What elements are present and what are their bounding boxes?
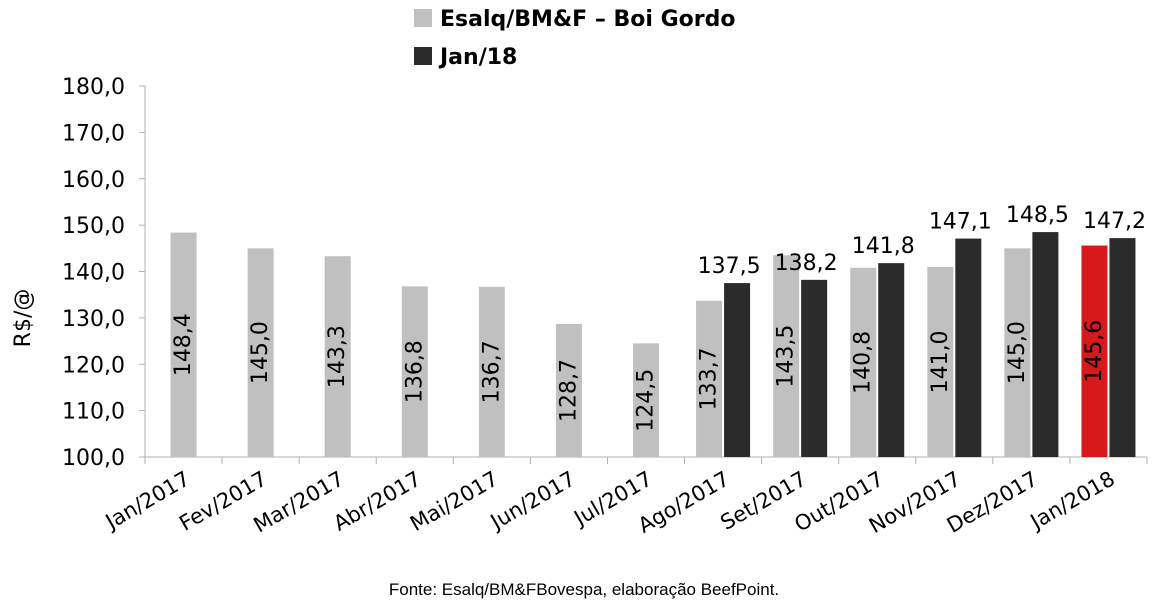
data-labels: 148,4 145,0 143,3 136,8 136,7 128,7 124,5 133,7… xyxy=(171,203,1146,432)
data-label-series0-7: 133,7 xyxy=(697,347,722,410)
bar-series0-8 xyxy=(773,255,800,457)
bar-series0-9 xyxy=(850,267,877,457)
data-label-series1-9: 141,8 xyxy=(852,234,915,259)
bar-series0-6 xyxy=(633,343,659,457)
legend-swatch-1 xyxy=(414,47,432,65)
data-label-series1-7: 137,5 xyxy=(698,254,761,279)
data-label-series0-5: 128,7 xyxy=(556,359,581,422)
y-tick-label: 160,0 xyxy=(62,168,125,193)
data-label-series1-11: 148,5 xyxy=(1006,203,1069,228)
data-label-series0-2: 143,3 xyxy=(325,325,350,388)
bar-series1-12 xyxy=(1109,238,1136,457)
y-tick-label: 180,0 xyxy=(62,75,125,100)
y-tick-label: 140,0 xyxy=(62,261,125,286)
y-tick-label: 150,0 xyxy=(62,214,125,239)
x-tick-label: Mai/2017 xyxy=(406,467,502,536)
legend-label-0: Esalq/BM&F – Boi Gordo xyxy=(440,7,735,32)
data-label-series0-10: 141,0 xyxy=(928,330,953,393)
y-tick-label: 100,0 xyxy=(62,446,125,471)
bar-series0-7 xyxy=(696,300,723,457)
bar-series0-5 xyxy=(555,323,582,457)
data-label-series0-0: 148,4 xyxy=(171,313,196,376)
bar-series0-2 xyxy=(324,256,351,457)
bars xyxy=(170,232,1136,457)
data-label-series0-6: 124,5 xyxy=(634,369,659,432)
data-label-series1-10: 147,1 xyxy=(929,210,992,235)
bar-series0-11 xyxy=(1004,248,1031,457)
data-label-series0-11: 145,0 xyxy=(1005,321,1030,384)
bar-series1-11 xyxy=(1032,232,1059,457)
y-tick-label: 170,0 xyxy=(62,121,125,146)
x-tick-label: Jun/2017 xyxy=(485,467,580,535)
y-tick-label: 120,0 xyxy=(62,353,125,378)
data-label-series1-12: 147,2 xyxy=(1083,209,1146,234)
y-axis-label: R$/@ xyxy=(11,289,36,348)
bar-series1-10 xyxy=(955,238,982,457)
data-label-series0-4: 136,7 xyxy=(479,340,504,403)
legend: Esalq/BM&F – Boi Gordo Jan/18 xyxy=(414,7,735,70)
bar-series0-1 xyxy=(247,248,274,457)
bar-series0-4 xyxy=(478,286,505,457)
y-tick-label: 110,0 xyxy=(62,400,125,425)
x-tick-label: Jan/2018 xyxy=(1025,467,1119,535)
data-label-series0-9: 140,8 xyxy=(851,331,876,394)
source-note: Fonte: Esalq/BM&FBovespa, elaboração Bee… xyxy=(388,580,780,599)
y-tick-label: 130,0 xyxy=(62,307,125,332)
data-label-series0-12: 145,6 xyxy=(1082,320,1107,383)
data-label-series0-3: 136,8 xyxy=(402,340,427,403)
y-axis: 100,0 110,0 120,0 130,0 140,0 150,0 160,0 170,0… xyxy=(62,75,146,471)
data-label-series0-1: 145,0 xyxy=(248,321,273,384)
legend-label-1: Jan/18 xyxy=(438,45,517,70)
bar-series1-9 xyxy=(878,263,905,457)
bar-series0-0 xyxy=(170,232,197,457)
legend-swatch-0 xyxy=(414,9,432,27)
data-label-series1-8: 138,2 xyxy=(775,251,838,276)
bar-series1-7 xyxy=(724,283,751,457)
data-label-series0-8: 143,5 xyxy=(774,325,799,388)
bar-series1-8 xyxy=(801,279,828,457)
bar-series0-3 xyxy=(401,286,428,457)
bar-series0-10 xyxy=(927,266,954,457)
bar-series0-12 xyxy=(1081,245,1108,457)
x-axis: Jan/2017Fev/2017Mar/2017Abr/2017Mai/2017… xyxy=(100,456,1148,538)
